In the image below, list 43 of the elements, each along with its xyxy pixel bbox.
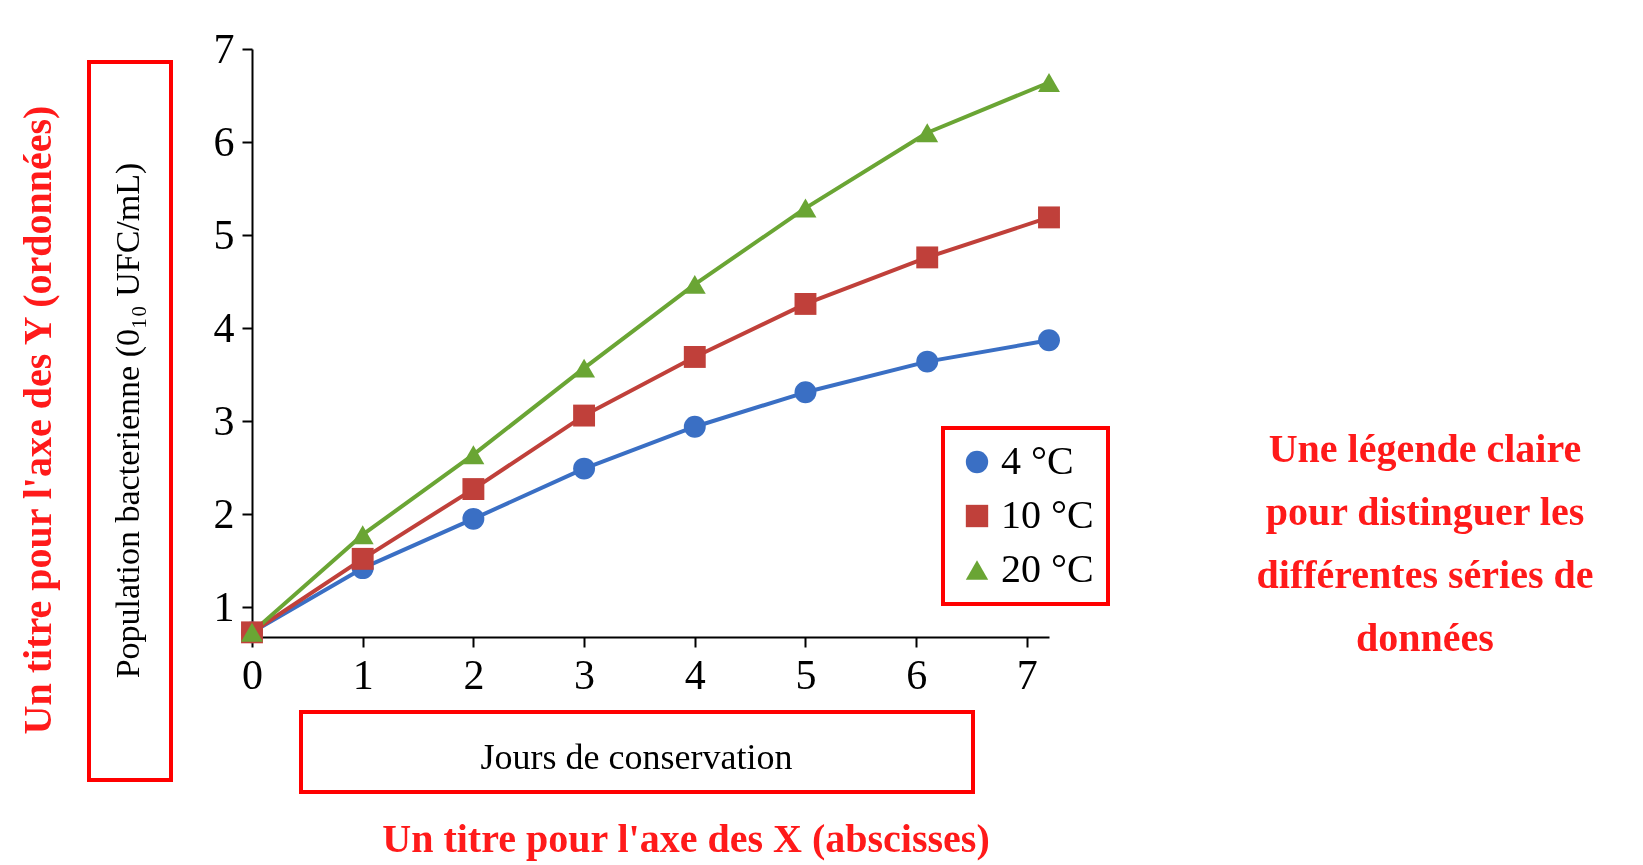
point (573, 404, 596, 427)
point (462, 478, 485, 501)
point (794, 381, 817, 404)
x-tick-label: 0 (242, 651, 263, 698)
y-tick-label: 4 (213, 304, 235, 351)
point (573, 457, 596, 480)
point (1038, 206, 1060, 229)
point (794, 292, 817, 315)
point (794, 198, 817, 218)
x-tick-label: 7 (1016, 651, 1038, 698)
point (916, 246, 939, 269)
point (916, 350, 939, 373)
y-tick-label: 1 (213, 583, 235, 630)
point (683, 274, 706, 294)
y-tick-label: 6 (213, 118, 235, 165)
x-tick-label: 1 (352, 651, 374, 698)
point (1038, 73, 1060, 92)
point (1038, 329, 1060, 352)
x-tick-label: 4 (684, 651, 706, 698)
y-tick-label: 2 (213, 490, 235, 537)
point (683, 346, 706, 368)
x-tick-label: 6 (906, 651, 928, 698)
y-tick-label: 3 (213, 397, 235, 444)
x-tick-label: 2 (463, 651, 485, 698)
text: Une légende claire pour distinguer les différentes séries de données (1255, 425, 1595, 662)
x-tick-label: 3 (574, 651, 596, 698)
x-axis-title: Jours de conservation (480, 736, 793, 777)
point (351, 547, 374, 570)
text: Un titre pour l'axe des Y (ordonnées) (13, 105, 61, 735)
y-axis-title: Population bacterienne (0₁₀ UFC/mL) (108, 162, 147, 679)
legend-label: 20 °C (1001, 546, 1094, 591)
point (683, 415, 706, 438)
point (351, 525, 374, 545)
point (462, 507, 485, 530)
x-tick-label: 5 (795, 651, 817, 698)
point (573, 358, 596, 378)
point (462, 445, 485, 465)
y-tick-label: 5 (213, 211, 235, 258)
legend-label: 10 °C (1001, 492, 1094, 537)
legend-label: 4 °C (1001, 438, 1074, 483)
point (916, 123, 939, 143)
text: Un titre pour l'axe des X (abscisses) (382, 814, 990, 863)
y-tick-label: 7 (213, 25, 235, 72)
